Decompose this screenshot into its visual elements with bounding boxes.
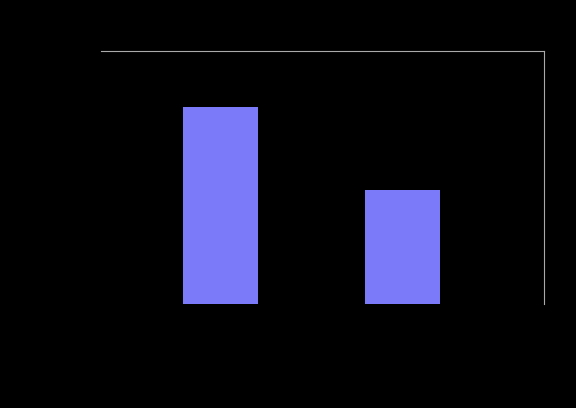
Bar [365, 190, 440, 304]
Bar [183, 106, 258, 304]
